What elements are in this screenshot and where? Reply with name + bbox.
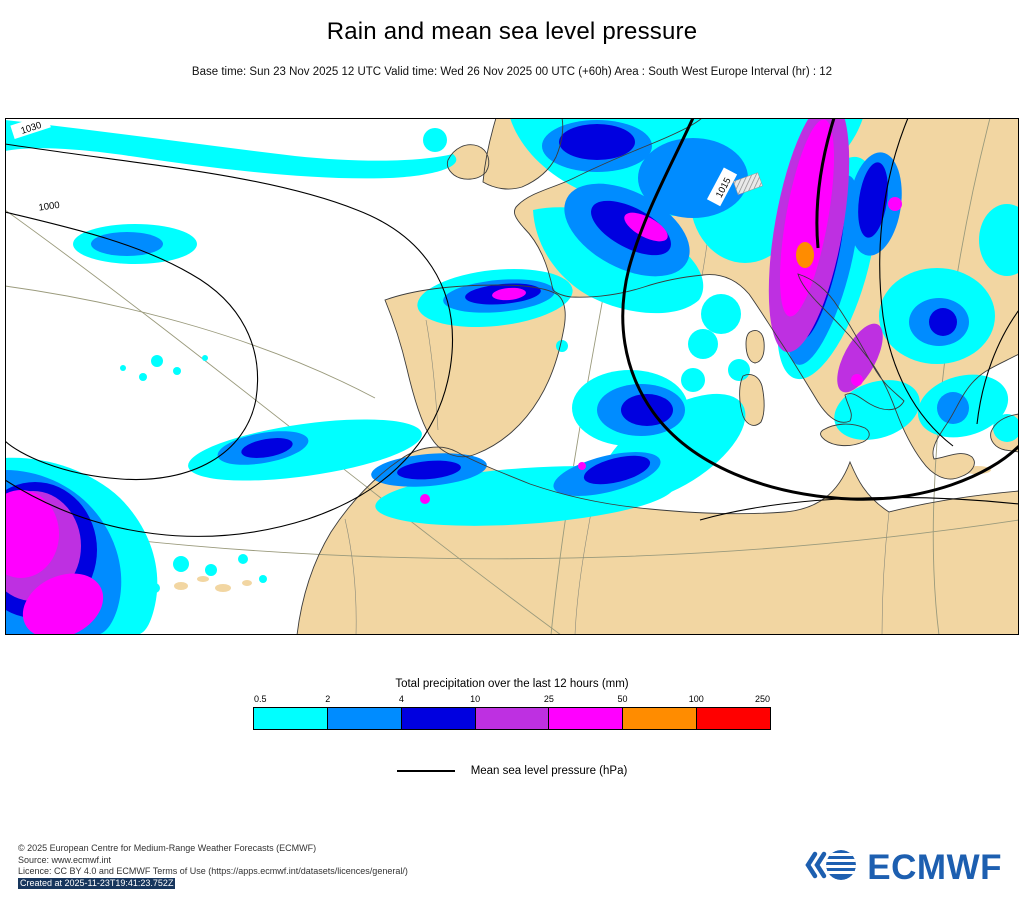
colorbar-segment-25	[548, 708, 623, 729]
footer-source: Source: www.ecmwf.int	[18, 854, 112, 865]
colorbar-tick: 0.5	[254, 694, 267, 704]
colorbar-tick: 50	[617, 694, 628, 704]
pressure-labels: 1030 1000 1015	[10, 118, 763, 215]
colorbar-segment-50	[622, 708, 697, 729]
precip-colorbar	[253, 707, 771, 730]
page-title: Rain and mean sea level pressure	[326, 18, 698, 45]
colorbar-tick: 4	[398, 694, 404, 704]
mslp-legend: Mean sea level pressure (hPa)	[0, 765, 1024, 777]
page-subtitle: Base time: Sun 23 Nov 2025 12 UTC Valid …	[191, 66, 833, 78]
weather-map-svg: 1030 1000 1015	[5, 118, 1019, 635]
footer-licence: Licence: CC BY 4.0 and ECMWF Terms of Us…	[18, 866, 408, 876]
colorbar-tick: 2	[325, 694, 331, 704]
map-frame	[5, 118, 1019, 635]
precip-legend: Total precipitation over the last 12 hou…	[0, 678, 1024, 730]
colorbar-tick: 250	[754, 694, 770, 704]
precip-ticks: 0.5 2 4 10 25 50 100 250	[254, 694, 770, 706]
colorbar-tick: 10	[470, 694, 481, 704]
colorbar-tick: 25	[543, 694, 554, 704]
precipitation-layer	[5, 118, 1019, 635]
isobar-thick-layer	[621, 118, 1019, 501]
footer: © 2025 European Centre for Medium-Range …	[18, 843, 408, 889]
mslp-line-symbol	[396, 770, 455, 772]
colorbar-segment-100	[696, 708, 771, 729]
ecmwf-logo: ECMWF	[805, 845, 1002, 890]
ecmwf-logo-text: ECMWF	[867, 847, 1002, 887]
pressure-label: 1000	[29, 195, 69, 215]
footer-copyright: © 2025 European Centre for Medium-Range …	[18, 843, 317, 853]
colorbar-segment-4	[400, 708, 475, 729]
colorbar-tick: 100	[688, 694, 704, 704]
hatched-label-box	[733, 172, 763, 196]
colorbar-segment-10	[474, 708, 549, 729]
colorbar-segment-0.5	[254, 708, 327, 729]
svg-text:1000: 1000	[38, 200, 60, 214]
footer-created: Created at 2025-11-23T19:41:23.752Z	[18, 877, 176, 889]
weather-map: 1030 1000 1015	[5, 118, 1019, 635]
mslp-label: Mean sea level pressure (hPa)	[470, 765, 628, 777]
colorbar-segment-2	[326, 708, 401, 729]
precip-legend-title: Total precipitation over the last 12 hou…	[395, 678, 629, 690]
ecmwf-logo-icon	[805, 845, 859, 890]
